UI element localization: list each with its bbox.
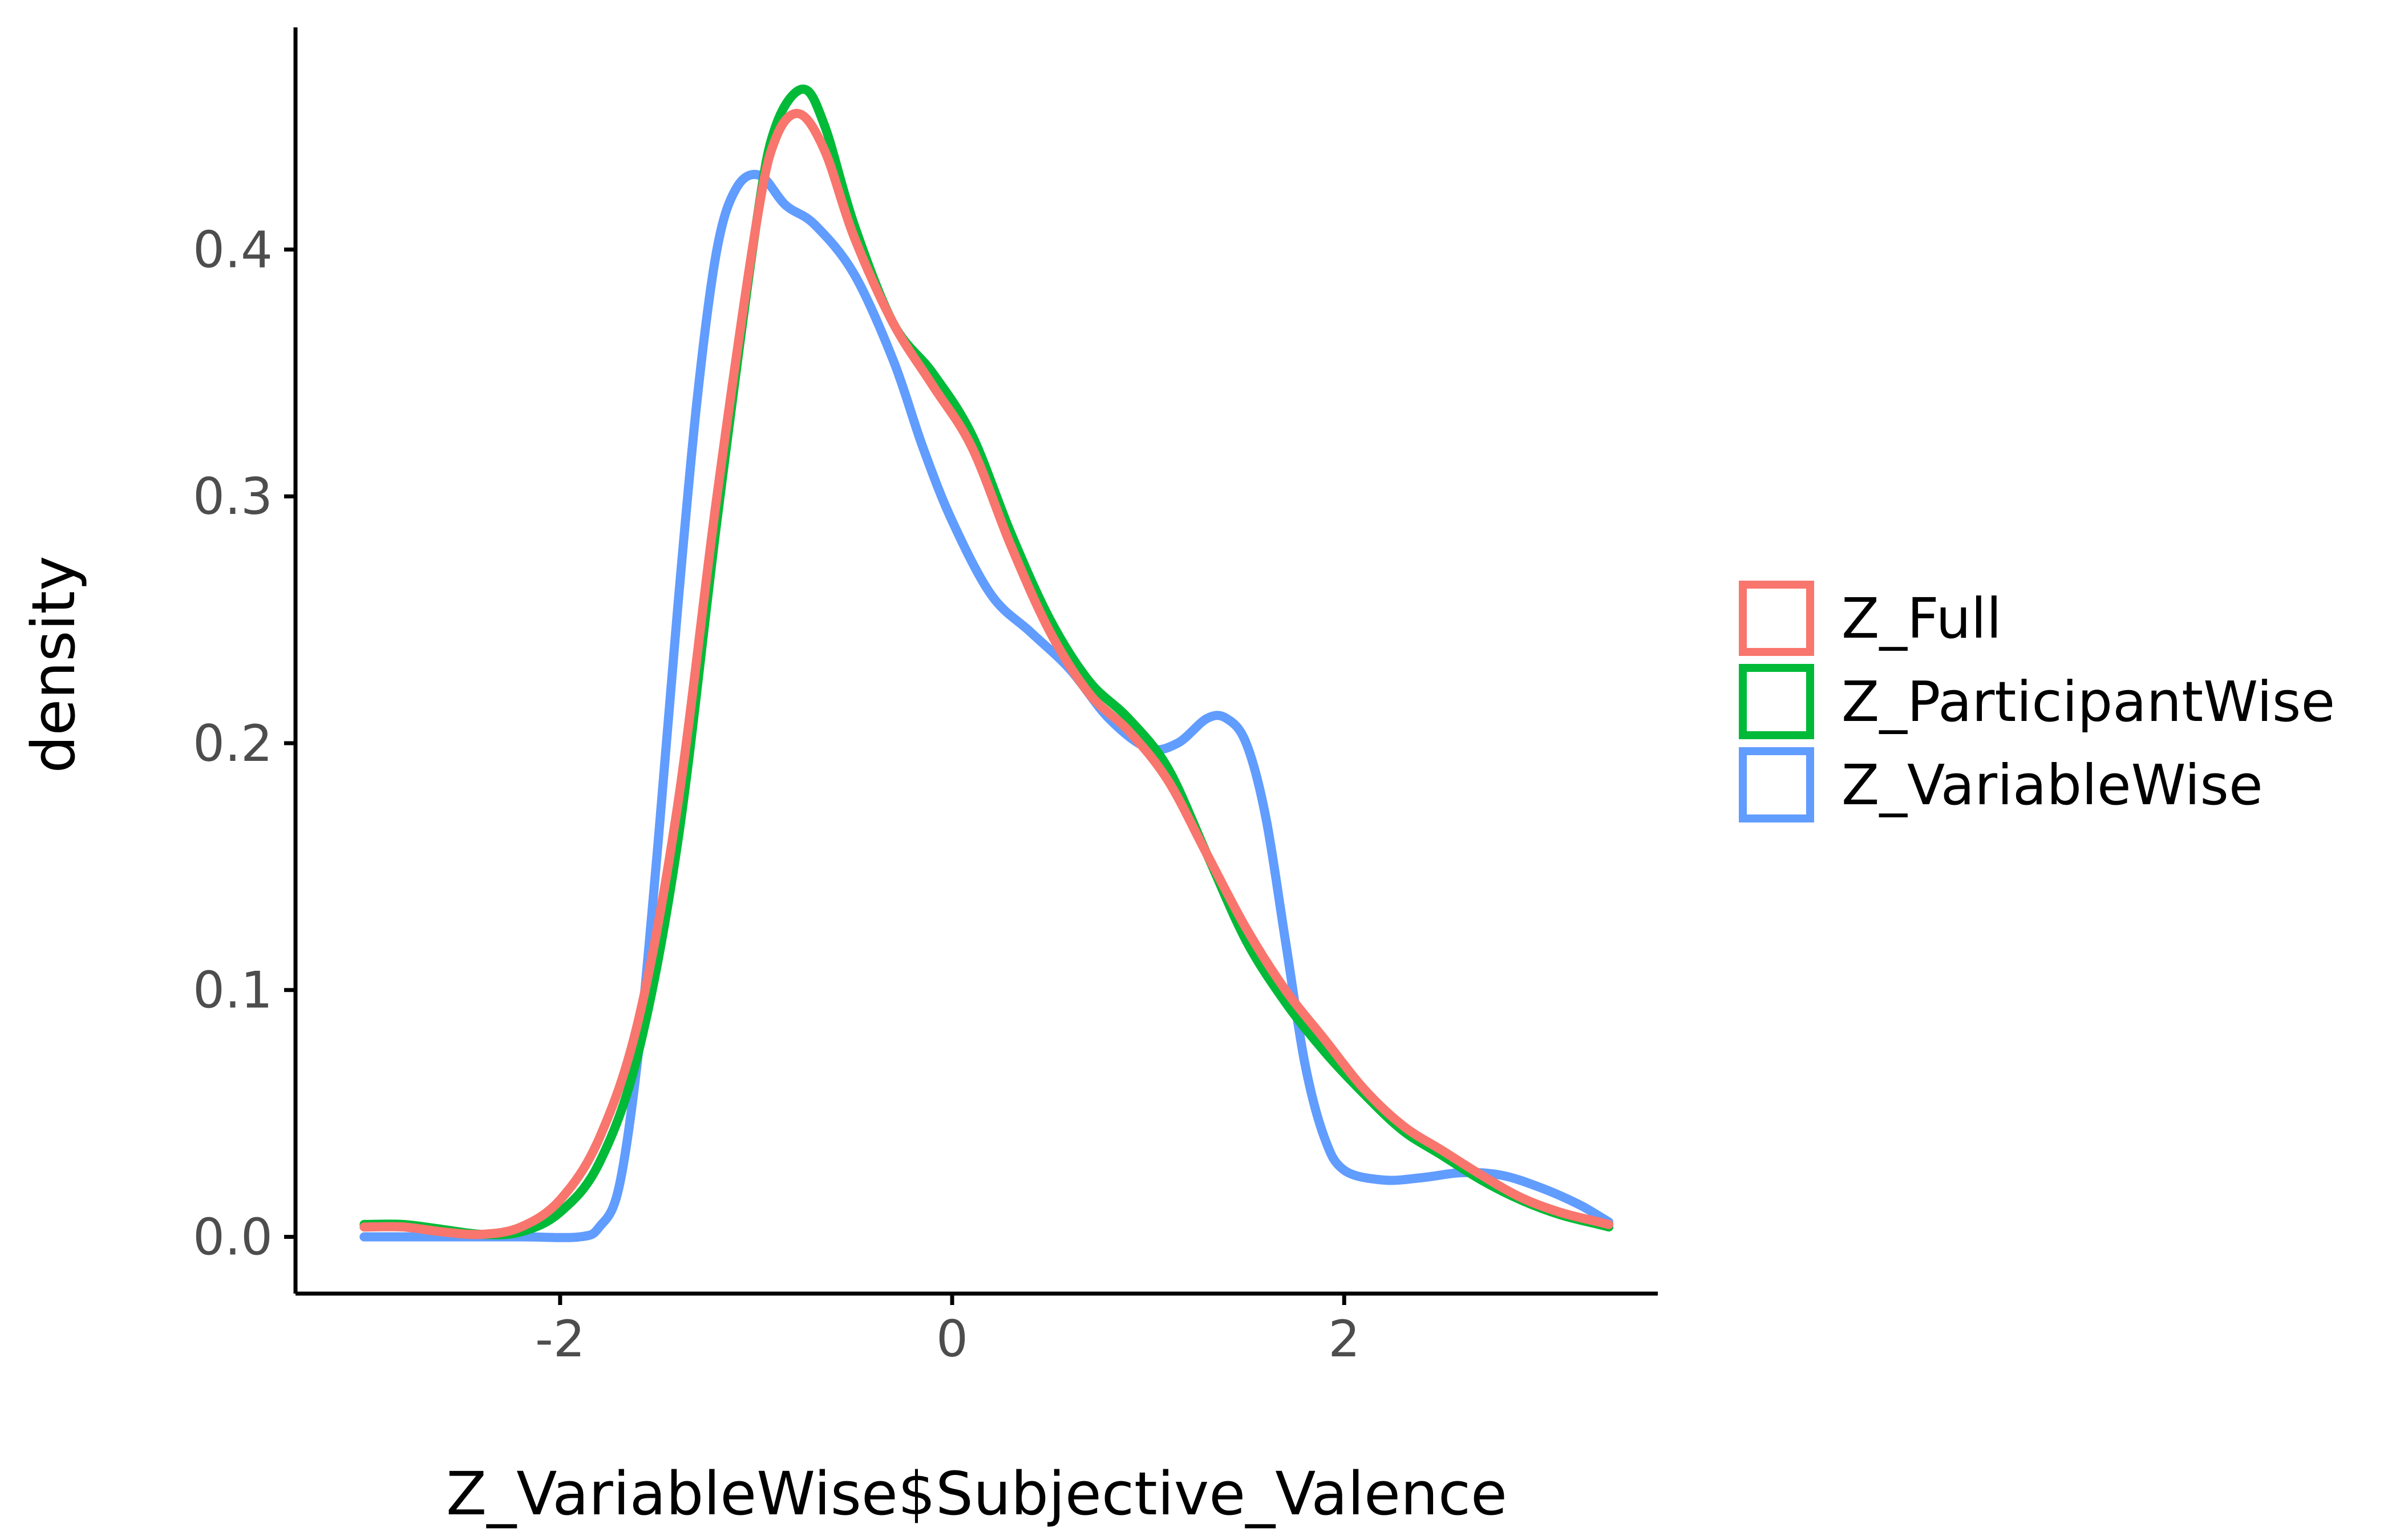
legend-key-z-full [1739,581,1814,656]
y-tick-label: 0.4 [193,220,273,279]
series-line-z-variablewise [359,169,1614,1242]
series-line-z-full [359,109,1614,1239]
plot-area: 0.0 0.1 0.2 0.3 0.4 -2 0 2 [193,27,1658,1368]
x-axis-ticks: -2 0 2 [535,1294,1360,1368]
legend-key-z-participantwise [1739,664,1814,739]
y-tick-label: 0.2 [193,714,273,773]
legend: Z_Full Z_ParticipantWise Z_VariableWise [1739,581,2335,822]
legend-label-z-participantwise: Z_ParticipantWise [1841,670,2335,734]
series-lines [359,84,1614,1242]
legend-key-z-variablewise [1739,747,1814,822]
y-tick-label: 0.3 [193,467,273,526]
y-axis-title: density [19,556,88,773]
series-line-z-participantwise [359,84,1614,1239]
legend-label-z-full: Z_Full [1841,586,2002,651]
y-axis-ticks: 0.0 0.1 0.2 0.3 0.4 [193,220,296,1266]
x-tick-label: 0 [936,1310,968,1368]
y-tick-label: 0.0 [193,1207,273,1266]
y-tick-label: 0.1 [193,961,273,1020]
legend-label-z-variablewise: Z_VariableWise [1841,753,2263,817]
x-tick-label: -2 [535,1310,585,1368]
x-tick-label: 2 [1328,1310,1360,1368]
x-axis-title: Z_VariableWise$Subjective_Valence [446,1459,1507,1529]
